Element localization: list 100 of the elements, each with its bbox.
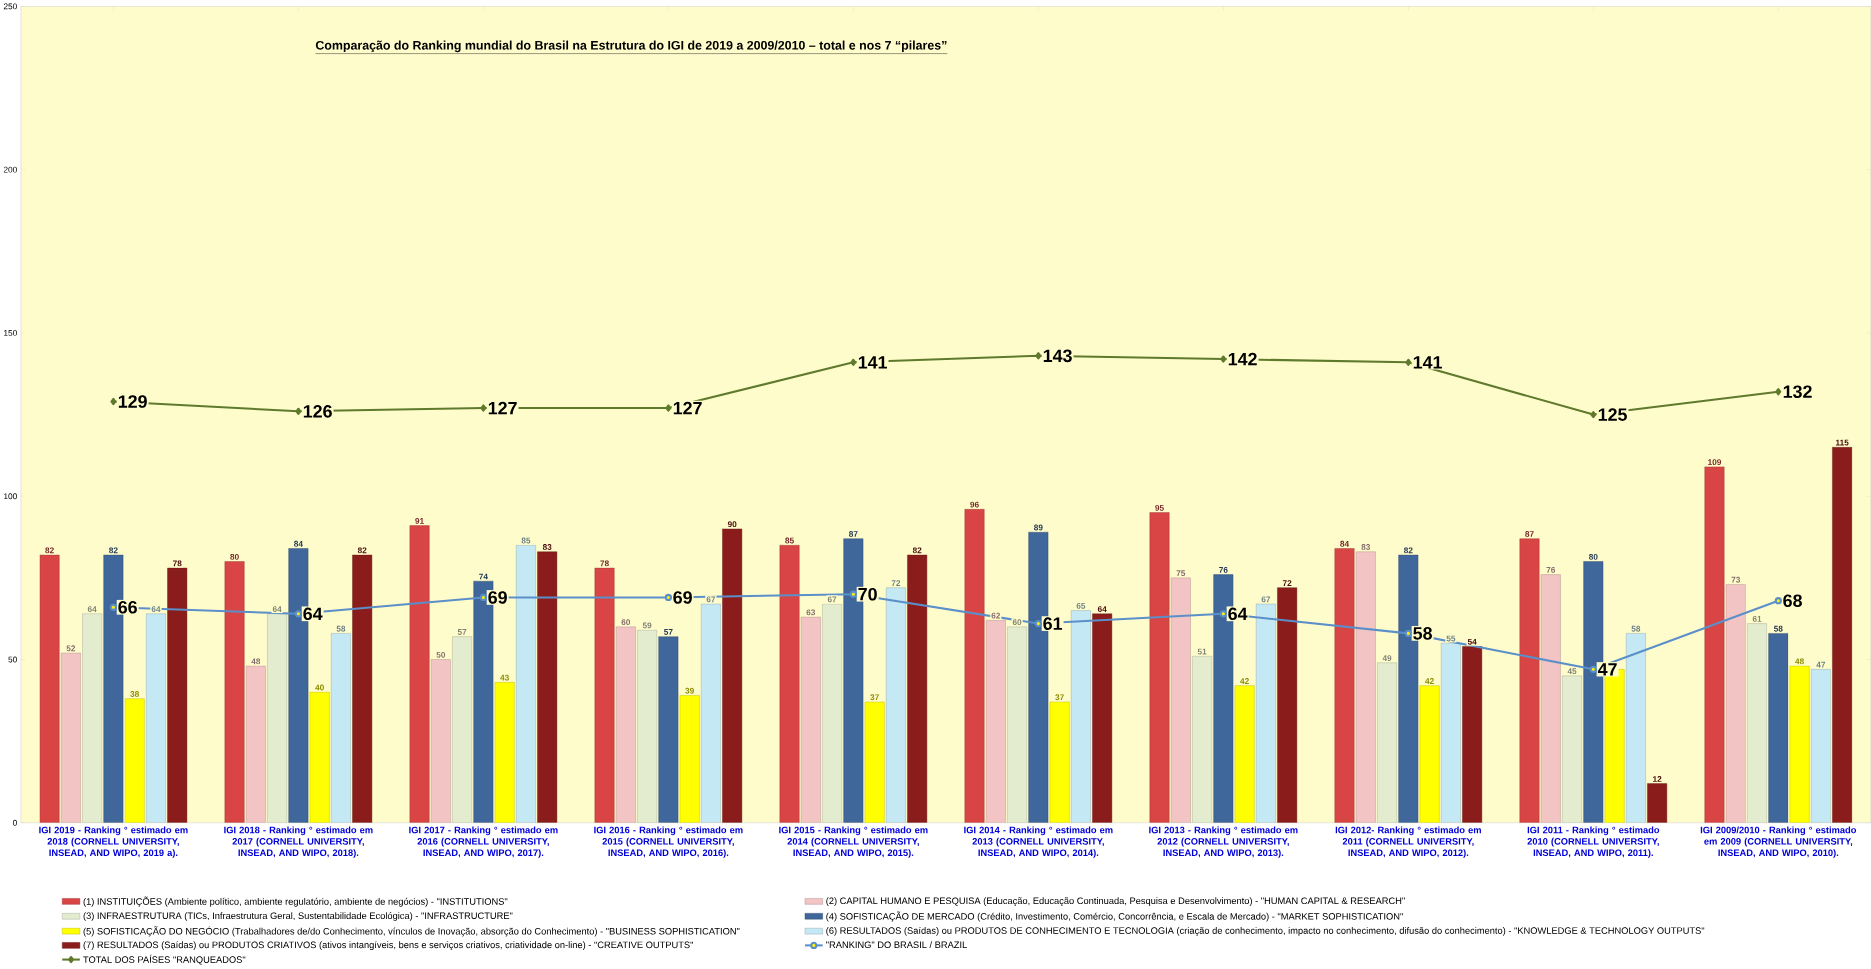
data-label: 60 — [621, 619, 631, 626]
data-label: 63 — [806, 609, 816, 616]
y-tick-label: 100 — [4, 493, 17, 500]
bar — [1519, 538, 1540, 824]
bar — [1007, 626, 1027, 824]
data-label: 12 — [1653, 776, 1662, 783]
data-label: 126 — [303, 405, 332, 418]
data-label: 75 — [1176, 570, 1186, 577]
legend-label: (1) INSTITUIÇÕES (Ambiente político, ambiente regulatório, ambiente de negócios) - "INSTITUTIONS" — [83, 896, 508, 907]
data-label: 42 — [1425, 678, 1434, 685]
data-label: 52 — [66, 645, 76, 652]
data-label: 58 — [336, 626, 346, 632]
x-tick-label: IGI 2013 - Ranking ° estimado em 2012 (CORNELL UNIVERSITY, INSEAD, AND WIPO, 2013). — [1149, 826, 1298, 859]
bar — [352, 555, 373, 824]
bar — [1562, 675, 1582, 824]
legend-label: (3) INFRAESTRUTURA (TICs, Infraestrutura Geral, Sustentabilidade Ecológica) - "INFRASTRUCTURE" — [83, 912, 513, 922]
point — [109, 603, 118, 612]
data-label: 90 — [727, 521, 737, 528]
data-label: 47 — [1816, 662, 1826, 668]
data-label: 143 — [1043, 349, 1072, 363]
data-label: 82 — [912, 547, 922, 554]
data-label: 43 — [500, 675, 509, 681]
data-label: 68 — [1783, 594, 1802, 608]
x-tick-label: IGI 2014 - Ranking ° estimado em 2013 (CORNELL UNIVERSITY, INSEAD, AND WIPO, 2014). — [964, 826, 1113, 859]
bar — [1625, 633, 1646, 824]
data-label: 69 — [673, 591, 692, 605]
point — [294, 610, 303, 618]
data-label: 83 — [542, 544, 552, 551]
data-label: 73 — [1731, 577, 1741, 583]
y-tick-label: 0 — [12, 820, 17, 826]
bar — [1149, 512, 1170, 824]
bar — [1255, 604, 1276, 824]
point — [1589, 665, 1597, 674]
point — [480, 404, 487, 412]
y-tick-label: 50 — [8, 656, 17, 663]
data-label: 70 — [858, 588, 877, 601]
data-label: 109 — [1708, 459, 1722, 466]
data-label: 57 — [664, 629, 673, 636]
x-tick-label: IGI 2009/2010 - Ranking ° estimado em 2009 (CORNELL UNIVERSITY, INSEAD, AND WIPO, 2010). — [1700, 826, 1857, 859]
x-tick-label: IGI 2012- Ranking ° estimado em 2011 (CORNELL UNIVERSITY, INSEAD, AND WIPO, 2012). — [1335, 826, 1481, 859]
legend-label: (7) RESULTADOS (Saídas) ou PRODUTOS CRIATIVOS (ativos intangíveis, bens e serviços criativos, criatividade on-line) - "CREATIVE OUTPUTS" — [83, 941, 694, 951]
point — [479, 594, 487, 602]
data-label: 61 — [1752, 616, 1762, 623]
data-label: 58 — [1773, 626, 1783, 632]
bar — [964, 509, 985, 824]
bar — [779, 545, 800, 824]
data-label: 64 — [303, 607, 323, 621]
data-label: 142 — [1228, 353, 1257, 366]
data-label: 80 — [230, 554, 239, 561]
point — [1034, 620, 1042, 628]
bar — [1768, 633, 1789, 824]
point — [1590, 411, 1597, 419]
bar — [167, 568, 188, 824]
bar — [224, 561, 245, 824]
data-label: 115 — [1835, 439, 1849, 446]
bar — [1377, 662, 1397, 824]
bar — [1725, 584, 1746, 824]
bar — [60, 653, 81, 824]
data-label: 62 — [991, 612, 1001, 619]
x-tick-label: IGI 2019 - Ranking ° estimado em 2018 (CORNELL UNIVERSITY, INSEAD, AND WIPO, 2019 a). — [39, 826, 188, 859]
data-label: 78 — [172, 560, 182, 567]
data-label: 141 — [858, 356, 887, 369]
data-label: 48 — [1795, 658, 1804, 665]
bar — [331, 633, 351, 824]
bar — [722, 528, 743, 824]
data-label: 40 — [315, 684, 324, 691]
data-label: 85 — [521, 537, 531, 544]
data-label: 39 — [685, 688, 694, 694]
legend-label: (6) RESULTADOS (Saídas) ou PRODUTOS DE CONHECIMENTO E TECNOLOGIA (criação de conhecimento, impacto no conhecimento, difusão do conhecimento) - "KNOWLEDGE & TECHNOLOGY OUTPUTS" — [826, 927, 1705, 937]
x-tick-label: IGI 2015 - Ranking ° estimado em 2014 (CORNELL UNIVERSITY, INSEAD, AND WIPO, 2015). — [779, 826, 928, 859]
data-label: 60 — [1012, 619, 1022, 626]
data-label: 127 — [488, 402, 517, 415]
x-tick-label: IGI 2017 - Ranking ° estimado em 2016 (CORNELL UNIVERSITY, INSEAD, AND WIPO, 2017). — [409, 826, 558, 859]
bar — [1789, 666, 1810, 824]
bar — [494, 682, 515, 824]
bar — [679, 695, 700, 824]
point — [1219, 610, 1227, 618]
data-label: 61 — [1043, 617, 1063, 631]
point — [1775, 388, 1782, 396]
data-label: 95 — [1155, 505, 1164, 512]
data-label: 69 — [488, 591, 507, 605]
data-label: 82 — [45, 547, 54, 554]
bar — [907, 555, 928, 824]
point — [110, 398, 117, 406]
data-label: 83 — [1361, 544, 1371, 551]
data-label: 87 — [1525, 531, 1534, 538]
y-tick-label: 150 — [4, 330, 17, 337]
bar — [1419, 685, 1440, 824]
data-label: 64 — [1228, 607, 1248, 621]
data-label: 91 — [415, 518, 424, 525]
point — [849, 590, 857, 599]
data-label: 64 — [87, 606, 97, 613]
data-label: 66 — [118, 601, 137, 614]
bar — [885, 587, 906, 824]
bar — [864, 702, 885, 824]
y-tick-label: 200 — [3, 166, 17, 173]
data-label: 58 — [1413, 627, 1432, 640]
data-label: 64 — [151, 606, 161, 613]
data-label: 127 — [673, 402, 702, 415]
bar — [245, 666, 266, 824]
